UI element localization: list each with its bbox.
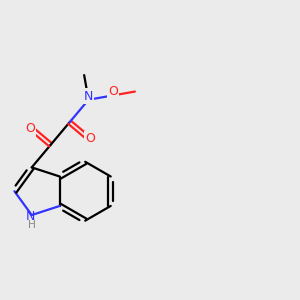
Text: O: O [85,132,95,145]
Text: N: N [26,210,35,223]
Text: H: H [28,220,36,230]
Text: O: O [108,85,118,98]
Text: O: O [25,122,35,135]
Text: N: N [84,90,93,103]
